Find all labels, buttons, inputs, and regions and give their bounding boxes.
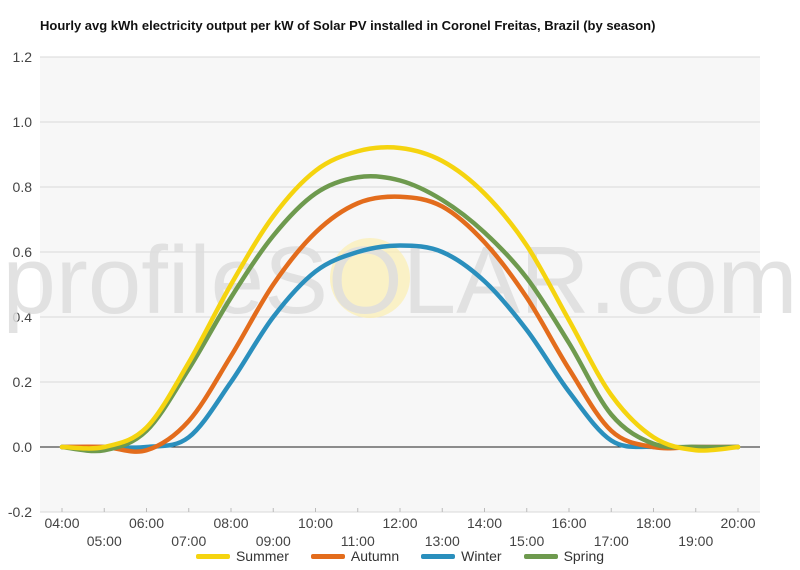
x-tick-label: 15:00 — [509, 533, 544, 549]
y-tick-label: 0.4 — [13, 309, 33, 325]
x-tick-label: 17:00 — [594, 533, 629, 549]
legend-swatch — [523, 553, 558, 559]
legend-swatch — [421, 553, 456, 559]
x-tick-label: 09:00 — [256, 533, 291, 549]
x-tick-label: 05:00 — [87, 533, 122, 549]
series-line-summer — [59, 145, 741, 453]
series-line-autumn — [59, 194, 741, 454]
x-tick-label: 10:00 — [298, 515, 333, 531]
chart-title: Hourly avg kWh electricity output per kW… — [40, 18, 656, 33]
legend-label: Autumn — [350, 548, 400, 564]
x-tick-label: 20:00 — [720, 515, 755, 531]
x-tick-label: 04:00 — [44, 515, 79, 531]
x-tick-label: 12:00 — [382, 515, 417, 531]
y-tick-label: 1.0 — [13, 114, 33, 130]
y-tick-label: 0.8 — [13, 179, 33, 195]
x-tick-label: 06:00 — [129, 515, 164, 531]
legend-item-winter[interactable]: Winter — [421, 548, 502, 564]
y-tick-label: -0.2 — [8, 504, 32, 520]
legend-swatch — [195, 553, 230, 559]
watermark-sun — [330, 238, 410, 318]
y-tick-label: 0.0 — [13, 439, 33, 455]
legend-item-spring[interactable]: Spring — [523, 548, 605, 564]
x-tick-label: 18:00 — [636, 515, 671, 531]
x-tick-label: 13:00 — [425, 533, 460, 549]
x-tick-label: 16:00 — [551, 515, 586, 531]
legend-label: Summer — [235, 548, 289, 564]
watermark-text: profileSOLAR.com — [3, 227, 798, 334]
legend-swatch — [310, 553, 345, 559]
legend-item-autumn[interactable]: Autumn — [310, 548, 400, 564]
x-tick-label: 19:00 — [678, 533, 713, 549]
legend-label: Winter — [461, 548, 502, 564]
series-line-winter — [59, 243, 741, 450]
x-tick-label: 08:00 — [213, 515, 248, 531]
x-tick-label: 14:00 — [467, 515, 502, 531]
y-tick-label: 0.6 — [13, 244, 33, 260]
legend-item-summer[interactable]: Summer — [195, 548, 289, 564]
legend: Summer Autumn Winter Spring — [0, 548, 800, 564]
y-tick-label: 1.2 — [13, 49, 33, 65]
y-tick-label: 0.2 — [13, 374, 33, 390]
x-tick-label: 07:00 — [171, 533, 206, 549]
legend-label: Spring — [563, 548, 605, 564]
x-tick-label: 11:00 — [341, 533, 375, 549]
series-line-spring — [59, 174, 741, 454]
